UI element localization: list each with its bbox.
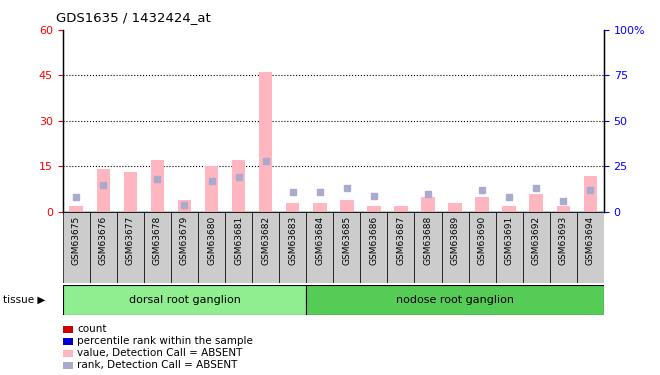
- Bar: [360, 212, 387, 283]
- Text: GSM63687: GSM63687: [397, 215, 405, 265]
- Bar: [496, 212, 523, 283]
- Text: GSM63676: GSM63676: [99, 215, 108, 265]
- Bar: [96, 170, 110, 212]
- Text: GSM63677: GSM63677: [126, 215, 135, 265]
- Bar: [225, 212, 252, 283]
- Bar: [475, 197, 489, 212]
- Text: GSM63690: GSM63690: [478, 215, 486, 265]
- Text: GSM63694: GSM63694: [586, 215, 595, 265]
- Bar: [252, 212, 279, 283]
- Bar: [448, 203, 462, 212]
- Text: GSM63681: GSM63681: [234, 215, 243, 265]
- Text: GDS1635 / 1432424_at: GDS1635 / 1432424_at: [56, 11, 211, 24]
- Text: GSM63680: GSM63680: [207, 215, 216, 265]
- Text: dorsal root ganglion: dorsal root ganglion: [129, 295, 240, 305]
- Bar: [550, 212, 577, 283]
- Text: GSM63692: GSM63692: [532, 215, 541, 265]
- Bar: [123, 172, 137, 212]
- Bar: [333, 212, 360, 283]
- Text: GSM63683: GSM63683: [288, 215, 297, 265]
- Bar: [394, 206, 408, 212]
- Bar: [387, 212, 414, 283]
- Bar: [205, 166, 218, 212]
- Bar: [556, 206, 570, 212]
- Bar: [367, 206, 381, 212]
- Text: GSM63686: GSM63686: [370, 215, 378, 265]
- Text: GSM63678: GSM63678: [153, 215, 162, 265]
- Bar: [313, 203, 327, 212]
- Text: percentile rank within the sample: percentile rank within the sample: [77, 336, 253, 346]
- Bar: [414, 212, 442, 283]
- Bar: [286, 203, 300, 212]
- Bar: [63, 285, 306, 315]
- Text: rank, Detection Call = ABSENT: rank, Detection Call = ABSENT: [77, 360, 238, 370]
- Bar: [340, 200, 354, 212]
- Bar: [583, 176, 597, 212]
- Bar: [442, 212, 469, 283]
- Bar: [178, 200, 191, 212]
- Text: GSM63689: GSM63689: [451, 215, 459, 265]
- Text: GSM63675: GSM63675: [72, 215, 81, 265]
- Bar: [232, 160, 246, 212]
- Bar: [529, 194, 543, 212]
- Bar: [198, 212, 225, 283]
- Bar: [502, 206, 516, 212]
- Bar: [577, 212, 604, 283]
- Bar: [117, 212, 144, 283]
- Bar: [469, 212, 496, 283]
- Text: GSM63684: GSM63684: [315, 215, 324, 265]
- Text: GSM63688: GSM63688: [424, 215, 432, 265]
- Text: GSM63679: GSM63679: [180, 215, 189, 265]
- Text: GSM63691: GSM63691: [505, 215, 513, 265]
- Text: nodose root ganglion: nodose root ganglion: [396, 295, 514, 305]
- Text: GSM63693: GSM63693: [559, 215, 568, 265]
- Bar: [279, 212, 306, 283]
- Text: value, Detection Call = ABSENT: value, Detection Call = ABSENT: [77, 348, 243, 358]
- Text: tissue ▶: tissue ▶: [3, 295, 46, 305]
- Bar: [69, 206, 83, 212]
- Text: count: count: [77, 324, 107, 334]
- Bar: [306, 285, 604, 315]
- Bar: [259, 72, 273, 212]
- Bar: [523, 212, 550, 283]
- Bar: [171, 212, 198, 283]
- Text: GSM63682: GSM63682: [261, 215, 270, 265]
- Bar: [90, 212, 117, 283]
- Bar: [63, 212, 90, 283]
- Text: GSM63685: GSM63685: [343, 215, 351, 265]
- Bar: [306, 212, 333, 283]
- Bar: [421, 197, 435, 212]
- Bar: [150, 160, 164, 212]
- Bar: [144, 212, 171, 283]
